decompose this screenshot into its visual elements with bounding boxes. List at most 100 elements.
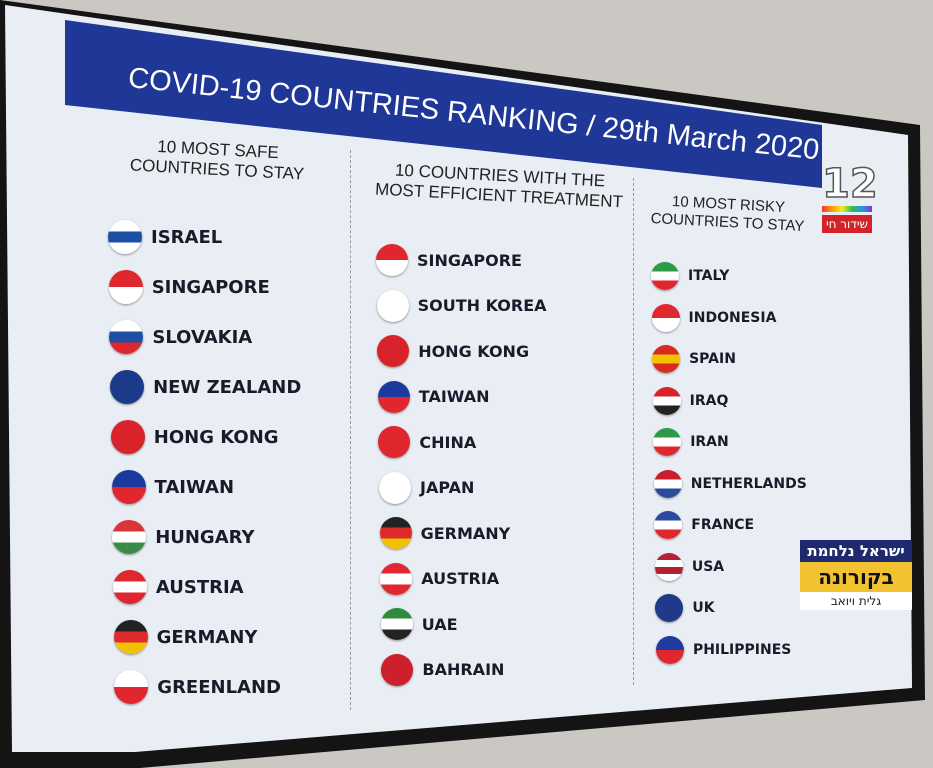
badge-line1: ישראל נלחמת	[800, 540, 912, 562]
list-item: AUSTRIA	[112, 570, 244, 604]
country-name: AUSTRIA	[155, 576, 244, 598]
country-name: CHINA	[419, 432, 477, 452]
flag-icon	[377, 380, 410, 413]
country-name: IRAQ	[689, 392, 729, 409]
list-item: SINGAPORE	[108, 270, 270, 304]
country-name: FRANCE	[691, 517, 755, 533]
list-item: CHINA	[378, 426, 476, 458]
flag-icon	[112, 570, 147, 604]
country-name: GERMANY	[156, 626, 258, 648]
badge-line3: גלית ויואב	[800, 592, 912, 610]
flag-icon	[109, 320, 144, 354]
list-item: HONG KONG	[377, 335, 529, 367]
list-item: NETHERLANDS	[653, 469, 807, 498]
country-name: SLOVAKIA	[152, 326, 253, 348]
list-item: HONG KONG	[110, 420, 279, 454]
flag-icon	[653, 469, 682, 498]
flag-icon	[652, 386, 681, 415]
flag-icon	[653, 428, 682, 456]
column-divider	[350, 150, 351, 710]
flag-icon	[378, 426, 411, 458]
list-item: FRANCE	[654, 511, 754, 539]
list-item: IRAN	[653, 428, 729, 456]
country-name: USA	[691, 558, 725, 575]
list-item: AUSTRIA	[380, 562, 500, 595]
country-name: INDONESIA	[688, 309, 777, 326]
country-name: UAE	[421, 614, 458, 634]
list-item: SPAIN	[652, 345, 736, 373]
country-name: SOUTH KOREA	[417, 296, 547, 315]
country-name: PHILIPPINES	[692, 641, 792, 658]
flag-icon	[114, 670, 149, 704]
list-item: UK	[655, 594, 715, 622]
column-divider	[633, 178, 634, 685]
logo-number: 12	[821, 161, 878, 207]
flag-icon	[652, 345, 681, 373]
column-header-efficient: 10 COUNTRIES WITH THE MOST EFFICIENT TRE…	[374, 160, 624, 212]
country-name: TAIWAN	[154, 476, 235, 498]
list-item: USA	[654, 552, 725, 581]
list-item: INDONESIA	[651, 303, 777, 332]
country-name: NEW ZEALAND	[153, 376, 302, 398]
channel-12-logo: 12 שידור חי	[821, 161, 878, 233]
flag-icon	[112, 520, 147, 554]
list-item: JAPAN	[379, 471, 475, 504]
program-badge: ישראל נלחמת בקורונה גלית ויואב	[800, 540, 912, 610]
flag-icon	[380, 562, 413, 595]
flag-icon	[381, 653, 414, 686]
list-item: BAHRAIN	[381, 653, 505, 686]
flag-icon	[655, 594, 684, 622]
list-item: IRAQ	[652, 386, 729, 415]
list-item: GERMANY	[379, 517, 511, 549]
list-item: TAIWAN	[111, 470, 235, 504]
column-header-safe: 10 MOST SAFE COUNTRIES TO STAY	[129, 136, 305, 184]
list-item: ITALY	[651, 262, 729, 290]
country-name: AUSTRIA	[421, 569, 500, 588]
country-name: TAIWAN	[418, 387, 490, 406]
country-name: ITALY	[688, 268, 730, 284]
list-item: GREENLAND	[114, 670, 281, 704]
country-name: HONG KONG	[153, 426, 279, 448]
flag-icon	[651, 262, 679, 290]
flag-icon	[108, 270, 143, 304]
flag-icon	[377, 335, 410, 367]
flag-icon	[380, 608, 413, 640]
flag-icon	[110, 420, 145, 454]
flag-icon	[111, 470, 146, 504]
flag-icon	[654, 511, 683, 539]
title-banner	[65, 20, 822, 188]
list-item: HUNGARY	[112, 520, 255, 554]
badge-line2: בקורונה	[800, 562, 912, 592]
flag-icon	[655, 635, 684, 664]
flag-icon	[376, 289, 409, 322]
list-item: GERMANY	[113, 620, 258, 654]
flag-icon	[376, 244, 408, 276]
flag-icon	[110, 370, 145, 404]
country-name: HUNGARY	[155, 526, 255, 548]
country-name: IRAN	[690, 434, 729, 450]
flag-icon	[379, 471, 411, 504]
list-item: ISRAEL	[108, 220, 222, 254]
live-tag: שידור חי	[822, 215, 872, 233]
country-name: JAPAN	[420, 478, 475, 497]
list-item: NEW ZEALAND	[110, 370, 301, 404]
list-item: UAE	[380, 608, 458, 640]
country-name: SINGAPORE	[151, 276, 270, 298]
list-item: TAIWAN	[377, 380, 490, 413]
country-name: HONG KONG	[418, 341, 530, 361]
country-name: BAHRAIN	[422, 660, 505, 679]
list-item: SINGAPORE	[376, 244, 522, 276]
country-name: SPAIN	[689, 351, 736, 367]
country-name: UK	[692, 600, 715, 616]
list-item: SOUTH KOREA	[376, 289, 547, 322]
country-name: ISRAEL	[151, 226, 223, 248]
country-name: NETHERLANDS	[690, 475, 807, 492]
country-name: GERMANY	[420, 523, 511, 543]
flag-icon	[654, 552, 683, 581]
country-name: SINGAPORE	[417, 250, 522, 270]
country-name: GREENLAND	[157, 676, 281, 698]
rainbow-bar	[822, 206, 872, 212]
list-item: PHILIPPINES	[655, 635, 792, 664]
column-header-risky: 10 MOST RISKY COUNTRIES TO STAY	[650, 193, 805, 236]
